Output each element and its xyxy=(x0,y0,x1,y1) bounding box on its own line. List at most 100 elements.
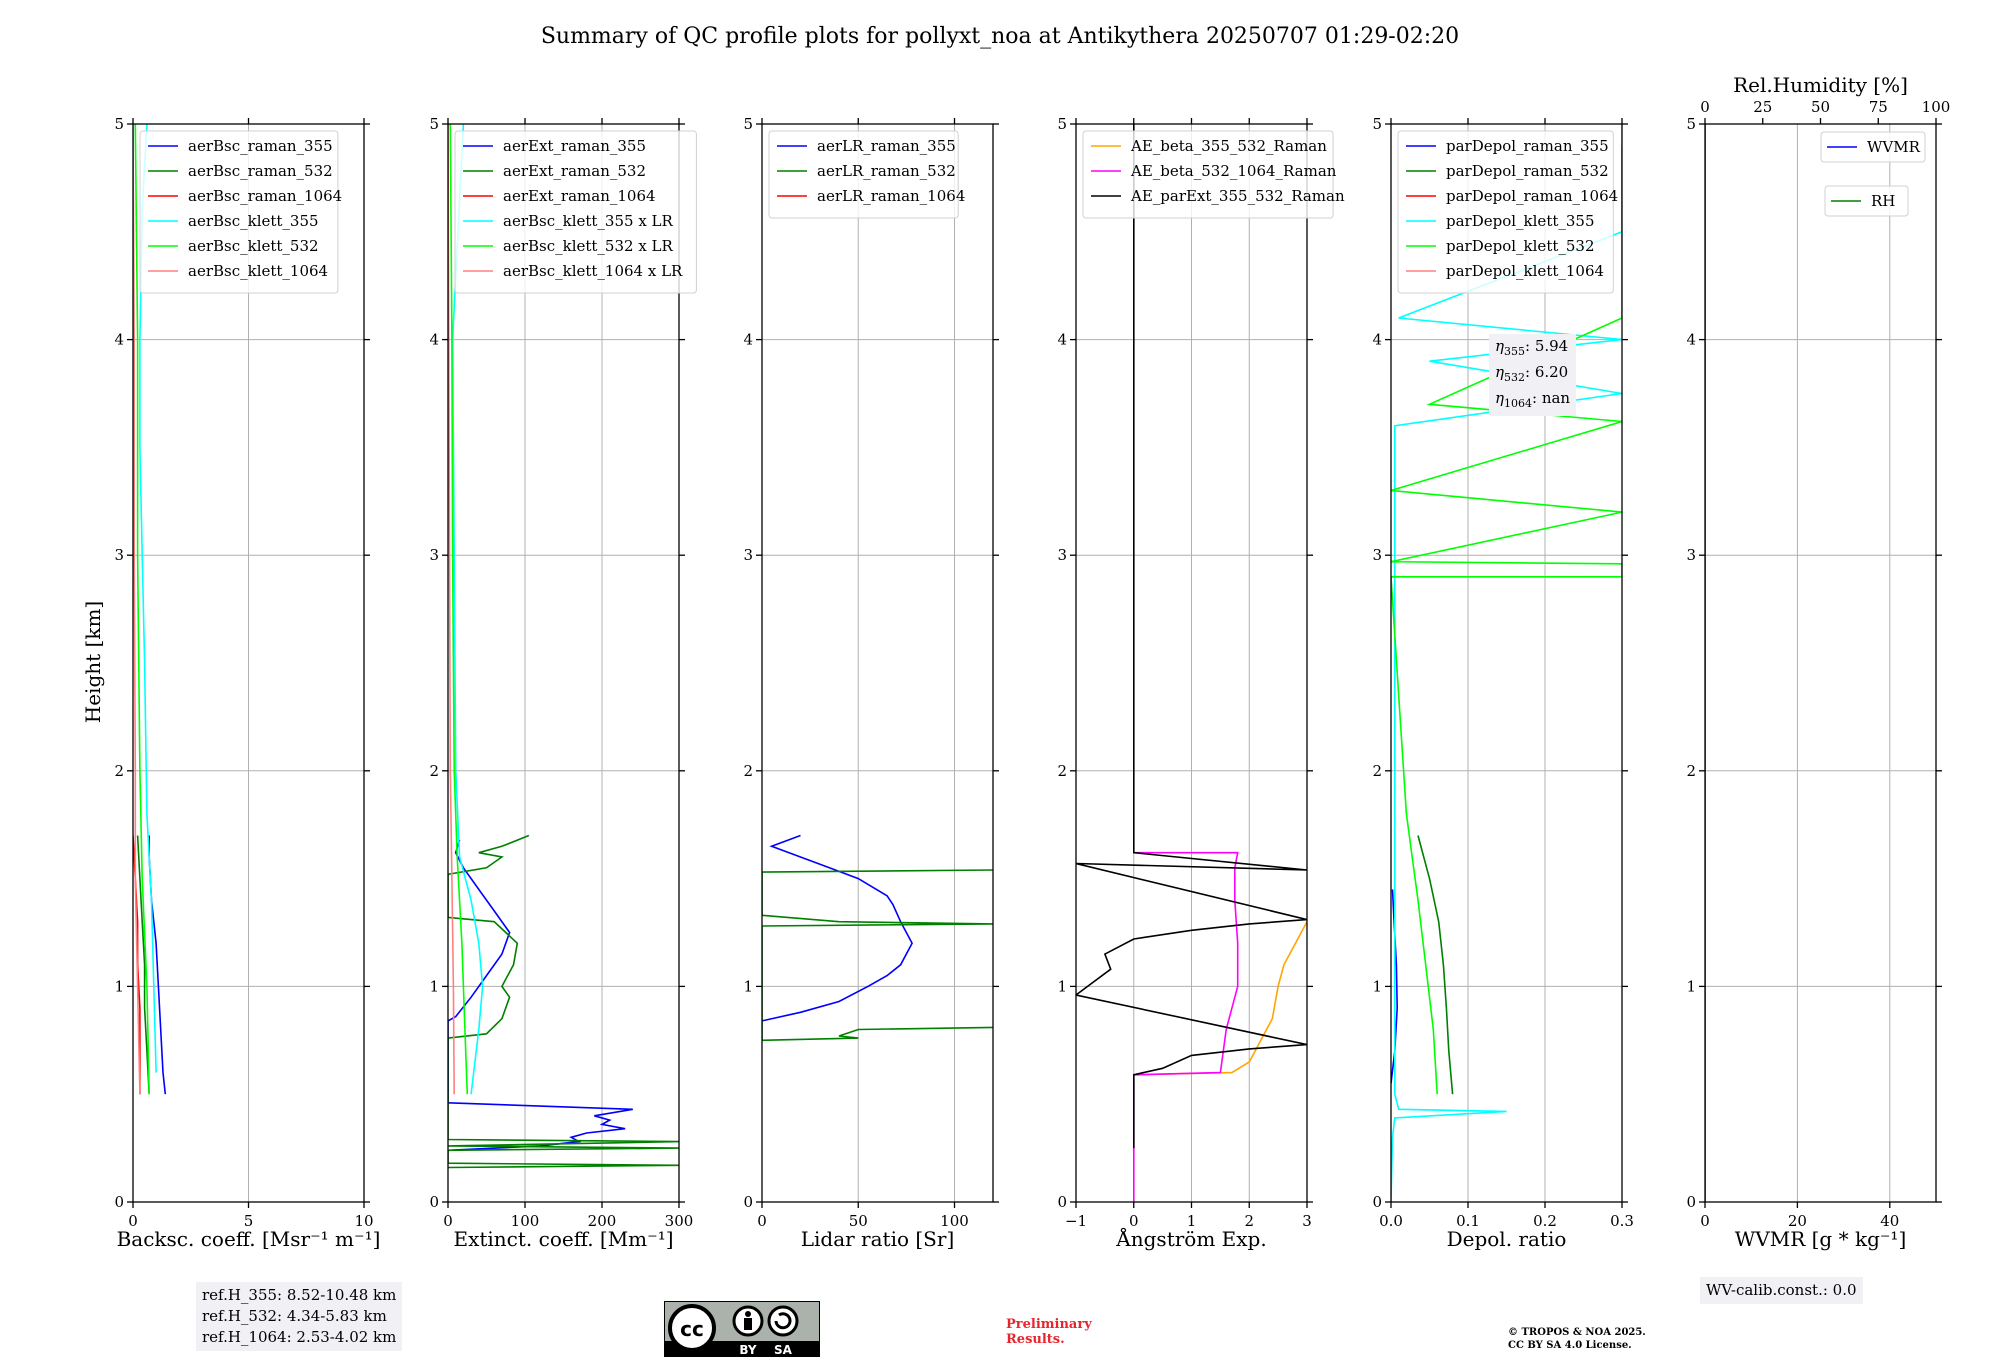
legend-label: parDepol_raman_1064 xyxy=(1446,187,1618,205)
legend: parDepol_raman_355 parDepol_raman_532 parD… xyxy=(1397,130,1618,294)
sa-icon xyxy=(767,1305,799,1337)
y-tick-label: 4 xyxy=(1372,331,1382,349)
copyright-note: © TROPOS & NOA 2025. CC BY SA 4.0 Licens… xyxy=(1508,1326,1646,1352)
legend-box xyxy=(768,130,959,219)
x-tick-label: 20 xyxy=(1788,1212,1807,1230)
y-tick-label: 3 xyxy=(114,546,124,564)
x-axis-label: Ångström Exp. xyxy=(1115,1226,1266,1251)
top-axis-label: Rel.Humidity [%] xyxy=(1733,73,1908,97)
legend-label: aerExt_raman_1064 xyxy=(503,187,656,205)
y-tick-label: 1 xyxy=(1057,977,1067,995)
preliminary-line-1: Preliminary xyxy=(1006,1317,1092,1332)
y-axis-label: Height [km] xyxy=(81,601,105,723)
legend-rh: RH xyxy=(1824,185,1909,217)
x-axis-label: Lidar ratio [Sr] xyxy=(801,1227,955,1251)
y-tick-label: 1 xyxy=(429,977,439,995)
y-tick-label: 3 xyxy=(429,546,439,564)
legend-label: aerBsc_raman_355 xyxy=(188,137,333,155)
legend-label: parDepol_klett_1064 xyxy=(1446,262,1604,280)
by-label: BY xyxy=(739,1343,756,1357)
y-tick-label: 2 xyxy=(1686,762,1696,780)
top-x-tick-label: 50 xyxy=(1811,98,1830,116)
copyright-line-2: CC BY SA 4.0 License. xyxy=(1508,1340,1632,1351)
legend-label: RH xyxy=(1871,192,1895,210)
legend-label: parDepol_klett_355 xyxy=(1446,212,1595,230)
legend-label: aerBsc_klett_355 xyxy=(188,212,319,230)
sa-label: SA xyxy=(774,1343,793,1357)
y-tick-label: 0 xyxy=(743,1193,753,1211)
y-tick-label: 5 xyxy=(1686,115,1696,133)
y-tick-label: 4 xyxy=(1686,331,1696,349)
legend: aerLR_raman_355 aerLR_raman_532 aerLR_rama… xyxy=(768,130,965,219)
x-axis-label: Backsc. coeff. [Msr⁻¹ m⁻¹] xyxy=(117,1227,381,1251)
series-group xyxy=(1076,124,1307,1202)
y-tick-label: 4 xyxy=(114,331,124,349)
y-tick-label: 0 xyxy=(1686,1193,1696,1211)
legend-box xyxy=(454,130,697,294)
legend-label: aerExt_raman_532 xyxy=(503,162,646,180)
series-line-pardepol-raman-532 xyxy=(1417,835,1454,1095)
x-tick-label: 300 xyxy=(665,1212,694,1230)
x-tick-label: 50 xyxy=(849,1212,868,1230)
eta-532: η532: 6.20 xyxy=(1495,363,1569,384)
panel-lr: 0 50 100 0 1 2 3 4 5 Lidar ratio [Sr] aerLR_raman_… xyxy=(743,115,999,1251)
cc-license-badge: cc BY SA xyxy=(664,1301,820,1357)
y-tick-label: 2 xyxy=(743,762,753,780)
x-tick-label: 0 xyxy=(1129,1212,1139,1230)
legend-label: AE_beta_355_532_Raman xyxy=(1130,137,1327,155)
legend: AE_beta_355_532_Raman AE_beta_532_1064_Ra… xyxy=(1082,130,1345,219)
x-tick-label: 0 xyxy=(1700,1212,1710,1230)
y-tick-label: 5 xyxy=(743,115,753,133)
x-axis-label: Depol. ratio xyxy=(1447,1227,1567,1251)
series-line-aerbsc-klett-532-x-lr xyxy=(449,124,469,1095)
y-tick-label: 0 xyxy=(1372,1193,1382,1211)
legend-label: aerBsc_klett_532 xyxy=(188,237,319,255)
y-tick-label: 1 xyxy=(743,977,753,995)
top-x-tick-label: 100 xyxy=(1922,98,1951,116)
x-tick-label: 0.0 xyxy=(1379,1212,1403,1230)
legend-label: aerLR_raman_532 xyxy=(817,162,956,180)
legend-label: aerBsc_klett_532 x LR xyxy=(503,237,674,255)
wv-calib-text: WV-calib.const.: 0.0 xyxy=(1706,1281,1857,1299)
x-tick-label: 0 xyxy=(757,1212,767,1230)
legend-label: AE_parExt_355_532_Raman xyxy=(1130,187,1345,205)
y-tick-label: 2 xyxy=(429,762,439,780)
axes-frame xyxy=(1704,123,1937,1203)
y-tick-label: 0 xyxy=(1057,1193,1067,1211)
y-tick-label: 2 xyxy=(1057,762,1067,780)
series-line-ae-parext-355-532-raman xyxy=(1076,124,1307,1149)
x-tick-label: 200 xyxy=(588,1212,617,1230)
x-tick-label: 0.2 xyxy=(1533,1212,1557,1230)
y-tick-label: 1 xyxy=(1372,977,1382,995)
legend-label: aerBsc_raman_1064 xyxy=(188,187,342,205)
cc-logo-text: cc xyxy=(680,1317,704,1341)
legend-box xyxy=(1820,131,1926,163)
y-tick-label: 5 xyxy=(1372,115,1382,133)
series-line-ae-beta-532-1064-raman xyxy=(1133,851,1239,1202)
legend-wvmr: WVMR xyxy=(1820,131,1926,163)
legend-box xyxy=(1824,185,1909,217)
y-tick-label: 1 xyxy=(114,977,124,995)
y-tick-label: 1 xyxy=(1686,977,1696,995)
legend-label: aerLR_raman_1064 xyxy=(817,187,965,205)
axes-frame xyxy=(761,123,994,1203)
ref-height-1064: ref.H_1064: 2.53-4.02 km xyxy=(202,1328,397,1346)
legend: aerBsc_raman_355 aerBsc_raman_532 aerBsc_r… xyxy=(139,130,342,294)
eta-355: η355: 5.94 xyxy=(1495,337,1569,358)
series-line-aerext-raman-355 xyxy=(448,839,633,1152)
x-tick-label: 0 xyxy=(128,1212,138,1230)
legend-label: aerBsc_raman_532 xyxy=(188,162,333,180)
legend-label: aerLR_raman_355 xyxy=(817,137,956,155)
x-tick-label: −1 xyxy=(1065,1212,1087,1230)
series-line-aerlr-raman-355 xyxy=(762,834,914,1022)
ref-height-355: ref.H_355: 8.52-10.48 km xyxy=(202,1286,397,1304)
series-group xyxy=(448,124,679,1169)
series-line-aerlr-raman-532 xyxy=(762,869,993,1042)
x-axis-label: Extinct. coeff. [Mm⁻¹] xyxy=(453,1227,673,1251)
legend-box xyxy=(1397,130,1614,294)
legend-box xyxy=(139,130,339,294)
